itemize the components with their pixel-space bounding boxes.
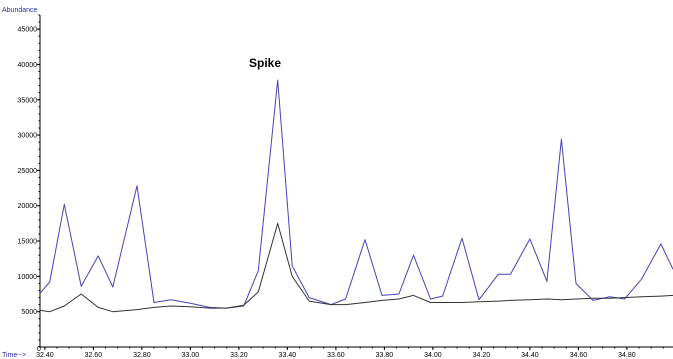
x-tick-label: 34.80 bbox=[618, 352, 636, 359]
x-ticks: 32.40 32.60 32.80 33.00 33.20 33.40 33.60 33.80… bbox=[36, 347, 664, 359]
x-tick-label: 33.80 bbox=[376, 352, 394, 359]
y-axis-label: Abundance bbox=[2, 7, 38, 14]
x-tick-label: 34.40 bbox=[521, 352, 539, 359]
x-tick-label: 33.40 bbox=[279, 352, 297, 359]
series-line-2 bbox=[39, 222, 673, 313]
y-tick-label: 20000 bbox=[18, 203, 38, 210]
x-tick-label: 34.60 bbox=[570, 352, 588, 359]
y-tick-label: 5000 bbox=[21, 309, 37, 316]
x-tick-label: 34.00 bbox=[424, 352, 442, 359]
x-tick-label: 32.80 bbox=[133, 352, 151, 359]
series-lines bbox=[39, 79, 673, 313]
y-tick-label: 45000 bbox=[18, 27, 38, 34]
y-tick-label: 35000 bbox=[18, 97, 38, 104]
y-tick-label: 40000 bbox=[18, 62, 38, 69]
y-zero-label: 0 bbox=[37, 346, 41, 353]
x-tick-label: 33.60 bbox=[327, 352, 345, 359]
series-line-1 bbox=[39, 79, 673, 309]
x-tick-label: 32.60 bbox=[85, 352, 103, 359]
x-axis-label: Time--> bbox=[2, 352, 26, 359]
x-tick-label: 33.20 bbox=[230, 352, 248, 359]
y-tick-label: 25000 bbox=[18, 168, 38, 175]
x-tick-label: 34.20 bbox=[473, 352, 491, 359]
x-tick-label: 33.00 bbox=[182, 352, 200, 359]
y-tick-label: 30000 bbox=[18, 133, 38, 140]
x-tick-label: 32.40 bbox=[36, 352, 54, 359]
y-ticks: 5000 10000 15000 20000 25000 30000 35000 40000 4… bbox=[18, 14, 40, 348]
spike-annotation: Spike bbox=[249, 56, 281, 70]
y-tick-label: 15000 bbox=[18, 239, 38, 246]
y-tick-label: 10000 bbox=[18, 274, 38, 281]
